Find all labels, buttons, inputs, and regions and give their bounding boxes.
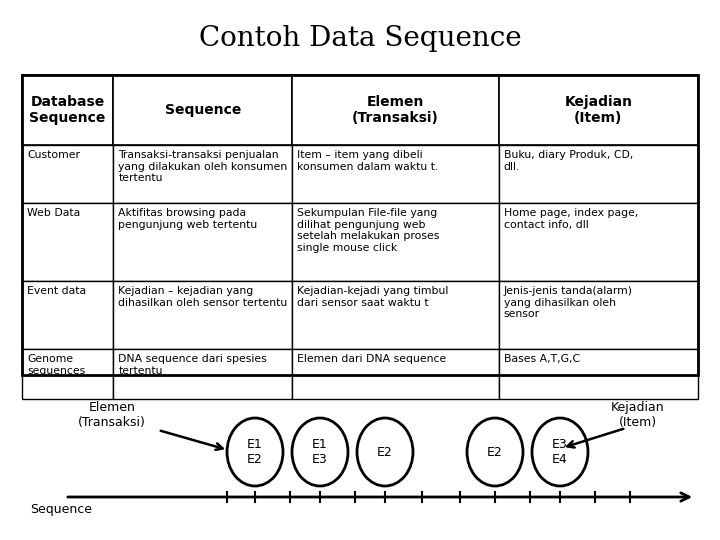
Ellipse shape [532,418,588,486]
Text: Elemen dari DNA sequence: Elemen dari DNA sequence [297,354,446,364]
Text: Kejadian-kejadi yang timbul
dari sensor saat waktu t: Kejadian-kejadi yang timbul dari sensor … [297,286,449,308]
Bar [292,203,498,281]
Text: Sequence: Sequence [165,103,241,117]
Bar [292,349,498,399]
Text: Aktifitas browsing pada
pengunjung web tertentu: Aktifitas browsing pada pengunjung web t… [118,208,258,230]
Bar [498,145,698,203]
Text: E1
E3: E1 E3 [312,438,328,466]
Ellipse shape [292,418,348,486]
Text: Sekumpulan File-file yang
dilihat pengunjung web
setelah melakukan proses
single: Sekumpulan File-file yang dilihat pengun… [297,208,440,253]
Ellipse shape [357,418,413,486]
Text: Home page, index page,
contact info, dll: Home page, index page, contact info, dll [503,208,638,230]
Bar [22,203,113,281]
Bar [498,281,698,349]
Text: Genome
sequences: Genome sequences [27,354,85,376]
Text: Customer: Customer [27,150,80,160]
Text: E1
E2: E1 E2 [247,438,263,466]
Text: E3
E4: E3 E4 [552,438,568,466]
Text: Sequence: Sequence [30,503,92,516]
Bar [498,203,698,281]
Ellipse shape [227,418,283,486]
Text: Event data: Event data [27,286,86,296]
Text: Elemen
(Transaksi): Elemen (Transaksi) [78,401,146,429]
Bar [22,349,113,399]
Text: E2: E2 [377,446,393,458]
Text: Kejadian – kejadian yang
dihasilkan oleh sensor tertentu: Kejadian – kejadian yang dihasilkan oleh… [118,286,287,308]
Text: Item – item yang dibeli
konsumen dalam waktu t.: Item – item yang dibeli konsumen dalam w… [297,150,438,172]
Text: E2: E2 [487,446,503,458]
Bar [22,145,113,203]
Text: Database
Sequence: Database Sequence [30,95,106,125]
Bar [113,349,292,399]
Bar [113,75,292,145]
Bar [498,75,698,145]
Text: Transaksi-transaksi penjualan
yang dilakukan oleh konsumen
tertentu: Transaksi-transaksi penjualan yang dilak… [118,150,287,183]
Bar [113,145,292,203]
Text: Web Data: Web Data [27,208,80,218]
Bar [113,203,292,281]
Text: Elemen
(Transaksi): Elemen (Transaksi) [352,95,439,125]
Bar [292,281,498,349]
Ellipse shape [467,418,523,486]
Text: Bases A,T,G,C: Bases A,T,G,C [503,354,580,364]
Bar [292,145,498,203]
Bar [113,281,292,349]
Bar [292,75,498,145]
Text: Kejadian
(Item): Kejadian (Item) [611,401,665,429]
Text: Contoh Data Sequence: Contoh Data Sequence [199,24,521,51]
Text: Buku, diary Produk, CD,
dll.: Buku, diary Produk, CD, dll. [503,150,633,172]
Bar [22,75,698,375]
Bar [22,75,113,145]
Text: Jenis-jenis tanda(alarm)
yang dihasilkan oleh
sensor: Jenis-jenis tanda(alarm) yang dihasilkan… [503,286,633,319]
Text: Kejadian
(Item): Kejadian (Item) [564,95,632,125]
Bar [22,281,113,349]
Text: DNA sequence dari spesies
tertentu: DNA sequence dari spesies tertentu [118,354,267,376]
Bar [498,349,698,399]
